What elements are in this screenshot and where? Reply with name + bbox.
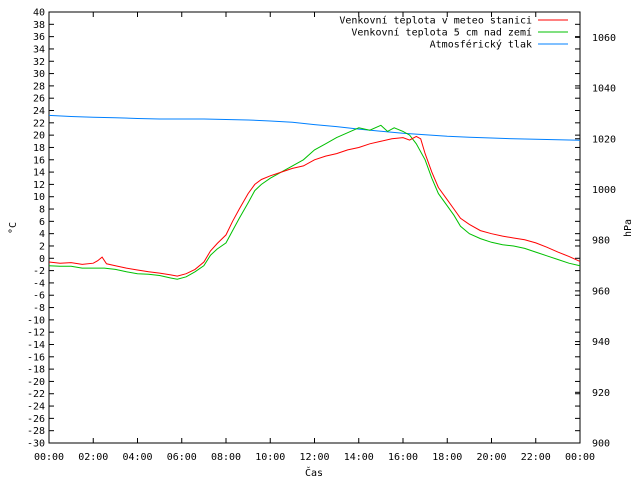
x-tick-label: 18:00 — [432, 452, 462, 463]
x-tick-label: 00:00 — [34, 452, 64, 463]
plot-border — [48, 11, 581, 444]
series-line-1 — [48, 124, 581, 280]
left-axis: 4038363432302826242220181614121086420-2-… — [27, 8, 580, 450]
left-tick-label: -10 — [27, 315, 45, 326]
right-tick-label: 940 — [592, 337, 610, 348]
left-tick-label: -20 — [27, 377, 45, 388]
left-tick-label: -6 — [33, 291, 45, 302]
series-layer — [48, 114, 581, 280]
right-axis: 1060 1040 1020 1000 980 960 940 920 900 — [575, 33, 616, 450]
left-tick-label: -30 — [27, 439, 45, 450]
left-tick-label: 8 — [39, 205, 45, 216]
left-tick-label: -24 — [27, 402, 45, 413]
left-tick-label: 32 — [33, 57, 45, 68]
left-tick-label: 36 — [33, 32, 45, 43]
series-line-0 — [48, 135, 581, 277]
right-tick-label: 920 — [592, 388, 610, 399]
left-tick-label: 34 — [33, 44, 45, 55]
legend-label-0: Venkovní teplota v meteo stanici — [339, 15, 532, 27]
left-tick-label: 40 — [33, 8, 45, 19]
left-tick-label: 4 — [39, 229, 45, 240]
x-tick-label: 12:00 — [299, 452, 329, 463]
left-tick-label: -22 — [27, 389, 45, 400]
right-tick-label: 1000 — [592, 185, 616, 196]
x-tick-label: 10:00 — [255, 452, 285, 463]
left-tick-label: 0 — [39, 254, 45, 265]
right-tick-label: 1060 — [592, 33, 616, 44]
x-tick-label: 06:00 — [167, 452, 197, 463]
legend-label-2: Atmosférický tlak — [430, 39, 532, 51]
left-tick-label: -2 — [33, 266, 45, 277]
left-tick-label: -14 — [27, 340, 45, 351]
right-tick-label: 960 — [592, 286, 610, 297]
right-tick-label: 1040 — [592, 84, 616, 95]
left-tick-label: -18 — [27, 365, 45, 376]
x-tick-label: 16:00 — [388, 452, 418, 463]
right-axis-label: hPa — [623, 219, 634, 237]
legend-label-1: Venkovní teplota 5 cm nad zemí — [351, 27, 532, 39]
left-tick-label: 20 — [33, 131, 45, 142]
left-tick-label: 18 — [33, 143, 45, 154]
left-tick-label: 26 — [33, 94, 45, 105]
right-tick-label: 900 — [592, 439, 610, 450]
right-tick-label: 1020 — [592, 134, 616, 145]
left-tick-label: 30 — [33, 69, 45, 80]
x-tick-label: 04:00 — [122, 452, 152, 463]
left-tick-label: 22 — [33, 118, 45, 129]
x-axis: 00:00 02:00 04:00 06:00 08:00 10:00 12:00 14:00… — [34, 12, 595, 463]
legend: Venkovní teplota v meteo staniciVenkovní… — [339, 15, 568, 51]
x-tick-label: 22:00 — [521, 452, 551, 463]
x-tick-label: 08:00 — [211, 452, 241, 463]
left-tick-label: -8 — [33, 303, 45, 314]
left-axis-label: °C — [8, 222, 19, 234]
left-tick-label: 14 — [33, 168, 45, 179]
left-tick-label: 10 — [33, 192, 45, 203]
left-tick-label: 16 — [33, 155, 45, 166]
left-tick-label: -4 — [33, 278, 45, 289]
left-tick-label: 6 — [39, 217, 45, 228]
left-tick-label: 2 — [39, 241, 45, 252]
left-tick-label: -26 — [27, 414, 45, 425]
left-tick-label: -16 — [27, 352, 45, 363]
left-tick-label: 12 — [33, 180, 45, 191]
x-tick-label: 14:00 — [344, 452, 374, 463]
series-line-2 — [48, 114, 581, 141]
x-tick-label: 00:00 — [565, 452, 595, 463]
left-tick-label: 28 — [33, 81, 45, 92]
left-tick-label: -28 — [27, 426, 45, 437]
left-tick-label: 24 — [33, 106, 45, 117]
right-tick-label: 980 — [592, 236, 610, 247]
x-axis-label: Čas — [305, 466, 323, 479]
x-tick-label: 02:00 — [78, 452, 108, 463]
left-tick-label: -12 — [27, 328, 45, 339]
x-tick-label: 20:00 — [476, 452, 506, 463]
left-tick-label: 38 — [33, 20, 45, 31]
